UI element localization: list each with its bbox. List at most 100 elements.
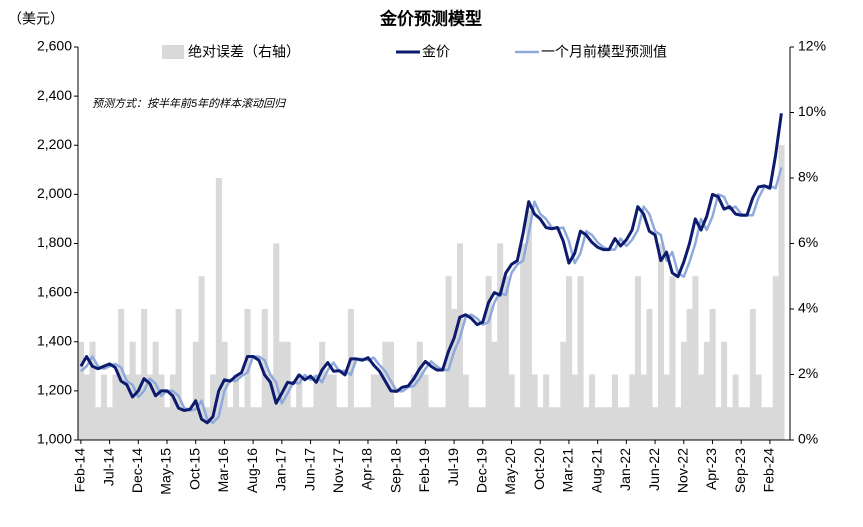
error-bar <box>399 407 406 440</box>
error-bar <box>250 407 257 440</box>
error-bar <box>336 407 343 440</box>
error-bar <box>594 407 601 440</box>
error-bar <box>646 309 653 440</box>
error-bar <box>146 374 153 440</box>
y-tick-label: 2,000 <box>37 185 72 201</box>
error-bar <box>462 374 469 440</box>
error-bar <box>118 309 125 440</box>
legend-label: 绝对误差（右轴） <box>188 44 300 60</box>
error-bar <box>422 374 429 440</box>
error-bar <box>686 309 693 440</box>
x-tick-label: Jun-22 <box>646 448 662 491</box>
error-bar <box>365 407 372 440</box>
legend-item: 绝对误差（右轴） <box>162 44 300 60</box>
error-bar <box>233 374 240 440</box>
error-bar <box>623 407 630 440</box>
error-bar <box>192 341 199 440</box>
error-bar <box>589 374 596 440</box>
x-tick-label: Jun-17 <box>301 448 317 491</box>
x-tick-label: Jan-17 <box>273 448 289 491</box>
error-bar <box>89 341 96 440</box>
error-bar <box>612 374 619 440</box>
x-tick-label: Jul-14 <box>100 448 116 486</box>
error-bar <box>772 276 779 440</box>
error-bar <box>100 374 108 440</box>
x-tick-label: Oct-15 <box>186 448 202 490</box>
error-bar <box>560 341 567 440</box>
error-bar <box>680 341 687 440</box>
y-tick-label: 1,600 <box>37 283 72 299</box>
error-bar <box>502 276 509 440</box>
error-bar <box>78 341 85 440</box>
error-bar <box>370 374 377 440</box>
error-bar <box>571 374 578 440</box>
error-bar <box>531 374 538 440</box>
error-bar <box>485 276 492 440</box>
error-bar <box>198 276 205 440</box>
x-tick-label: Apr-18 <box>359 448 375 490</box>
error-bar <box>405 407 412 440</box>
y-tick-label: 1,000 <box>37 431 72 447</box>
error-bar <box>738 407 745 440</box>
error-bar <box>451 309 458 440</box>
error-bar <box>744 407 751 440</box>
error-bar <box>416 341 423 440</box>
error-bar <box>703 341 710 440</box>
x-tick-label: Apr-23 <box>703 448 719 490</box>
y2-tick-label: 12% <box>798 38 826 54</box>
error-bar <box>273 243 280 440</box>
y-axis-label: （美元） <box>8 11 64 27</box>
error-bar <box>256 407 263 440</box>
x-tick-label: Sep-18 <box>387 448 403 493</box>
error-bar <box>324 374 331 440</box>
error-bar <box>83 374 90 440</box>
error-bar <box>123 374 130 440</box>
x-tick-label: Jul-19 <box>445 448 461 486</box>
x-tick-label: Feb-14 <box>72 448 88 493</box>
x-tick-label: Aug-16 <box>244 448 260 493</box>
error-bar <box>634 276 642 440</box>
series-line <box>80 167 783 425</box>
error-bar <box>187 407 194 440</box>
error-bar <box>290 407 297 440</box>
error-bar <box>548 407 555 440</box>
error-bar <box>657 243 664 440</box>
x-tick-label: Nov-22 <box>674 448 690 493</box>
error-bar <box>152 341 159 440</box>
error-bar <box>393 407 400 440</box>
y2-tick-label: 4% <box>798 300 818 316</box>
error-bar <box>319 341 326 440</box>
error-bar <box>439 407 446 440</box>
error-bar <box>106 407 113 440</box>
error-bar <box>709 309 716 440</box>
error-bar <box>721 341 728 440</box>
error-bar <box>95 407 102 440</box>
error-bar <box>514 407 521 440</box>
legend-item: 金价 <box>396 44 450 60</box>
annotation: 预测方式：按半年前5年的样本滚动回归 <box>92 97 287 110</box>
error-bar <box>583 407 590 440</box>
error-bar <box>554 407 561 440</box>
error-bar <box>525 210 532 440</box>
y-tick-label: 2,400 <box>37 87 72 103</box>
error-bar <box>491 341 498 440</box>
y-tick-label: 1,400 <box>37 332 72 348</box>
y2-tick-label: 8% <box>798 169 818 185</box>
y2-tick-label: 0% <box>798 431 818 447</box>
error-bar <box>169 374 176 440</box>
error-bar <box>181 407 188 440</box>
x-tick-label: Mar-21 <box>560 448 576 493</box>
legend-label: 一个月前模型预测值 <box>541 44 667 60</box>
error-bar <box>543 374 550 440</box>
x-tick-label: Feb-19 <box>416 448 432 493</box>
x-tick-label: Feb-24 <box>761 448 777 493</box>
error-bar <box>761 407 768 440</box>
error-bar <box>497 243 504 440</box>
error-bar <box>456 243 464 440</box>
x-tick-label: Jan-22 <box>617 448 633 491</box>
error-bar <box>640 374 647 440</box>
error-bar <box>577 276 584 440</box>
error-bar <box>353 407 360 440</box>
error-bar <box>663 374 670 440</box>
